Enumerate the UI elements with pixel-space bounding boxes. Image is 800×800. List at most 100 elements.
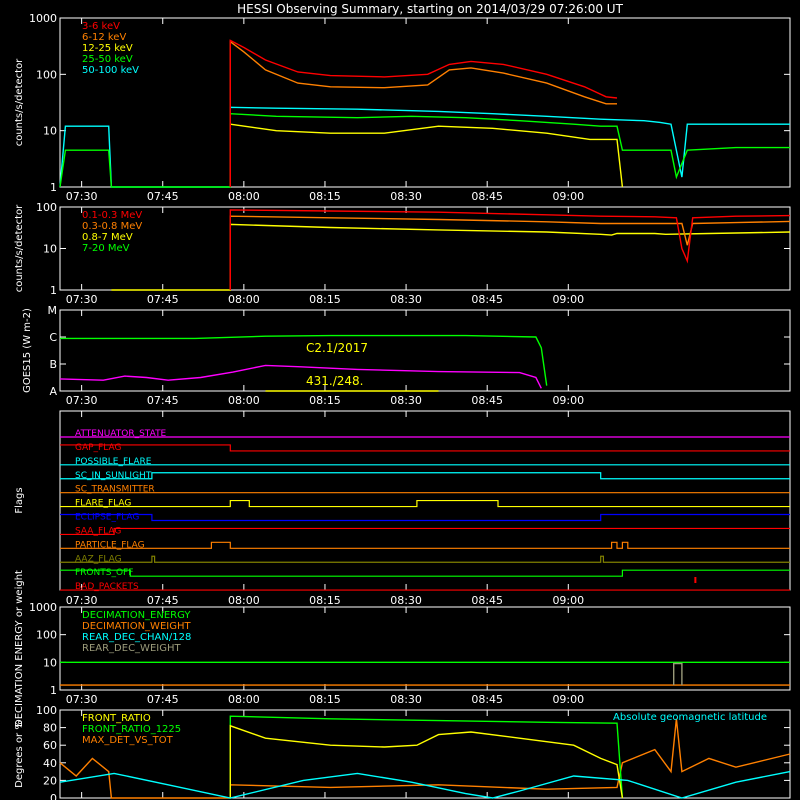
- y-tick-label: 80: [43, 722, 57, 735]
- legend-7-20-mev: 7-20 MeV: [82, 243, 130, 254]
- legend-max-det-vs-tot: MAX_DET_VS_TOT: [82, 735, 174, 746]
- panel-flags: 07:30 07:45 08:00 08:15 08:30 08:45 09:00 Flags…: [14, 410, 791, 607]
- x-tick-label: 09:00: [552, 594, 584, 607]
- panel-dec: 07:30 07:45 08:00 08:15 08:30 08:45 09:00 DECIM…: [14, 570, 791, 727]
- flag-label-bad-packets: BAD_PACKETS: [75, 582, 139, 592]
- x-tick-label: 08:00: [228, 394, 260, 407]
- series-25-50-kev: [59, 112, 790, 188]
- y-axis-label: GOES15 (W m-2): [22, 308, 33, 393]
- flag-label-fronts-off: FRONTS_OFF: [75, 568, 133, 578]
- x-tick-label: 07:30: [66, 594, 98, 607]
- flag-label-saa-flag: SAA_FLAG: [75, 526, 121, 536]
- flag-label-sc-transmitter: SC_TRANSMITTER: [75, 485, 155, 495]
- x-tick-label: 08:15: [309, 594, 341, 607]
- legend-6-12-kev: 6-12 keV: [82, 32, 126, 43]
- legend-rear-dec-weight: REAR_DEC_WEIGHT: [82, 643, 181, 654]
- x-tick-label: 08:30: [390, 594, 422, 607]
- panel-lc: 07:30 07:45 08:00 08:15 08:30 08:45 09:00 count…: [14, 12, 791, 203]
- y-tick-label: 60: [43, 739, 57, 752]
- y-axis-label: Degrees or %: [14, 720, 25, 788]
- flag-label-gap-flag: GAP_FLAG: [75, 443, 121, 453]
- x-tick-label: 08:45: [471, 293, 503, 306]
- flag-label-particle-flag: PARTICLE_FLAG: [75, 540, 145, 550]
- series-6-12-kev: [229, 40, 617, 187]
- x-tick-label: 08:00: [228, 594, 260, 607]
- x-tick-label: 08:15: [309, 190, 341, 203]
- x-tick-label: 07:30: [66, 293, 98, 306]
- panel-ratio: Degrees or % 0 20 40 60 80 100 FRONT_RATIOFRONT…: [14, 704, 791, 800]
- y-axis-label: Flags: [14, 487, 25, 513]
- x-tick-label: 09:00: [552, 293, 584, 306]
- y-tick-label: 1: [50, 284, 57, 297]
- flag-label-attenuator-state: ATTENUATOR_STATE: [75, 429, 167, 439]
- y-tick-label: 100: [36, 704, 57, 717]
- y-tick-label: 10: [43, 125, 57, 138]
- panel-frame: [59, 606, 791, 691]
- panels: 07:30 07:45 08:00 08:15 08:30 08:45 09:00 count…: [14, 12, 791, 800]
- flag-label-flare-flag: FLARE_FLAG: [75, 499, 131, 509]
- x-tick-label: 07:30: [66, 190, 98, 203]
- x-tick-label: 08:45: [471, 190, 503, 203]
- legend-decimation-weight: DECIMATION_WEIGHT: [82, 621, 191, 632]
- series-0-1-0-3-mev: [229, 209, 791, 290]
- y-axis-label: counts/s/detector: [14, 204, 25, 292]
- panel-frame: [59, 17, 791, 188]
- x-tick-label: 08:15: [309, 293, 341, 306]
- goes-annotation: 431./248.: [306, 374, 363, 388]
- legend-50-100-kev: 50-100 keV: [82, 65, 139, 76]
- x-tick-label: 07:30: [66, 394, 98, 407]
- legend-25-50-kev: 25-50 keV: [82, 54, 133, 65]
- y-tick-label: 100: [36, 201, 57, 214]
- series-12-25-kev: [229, 123, 624, 188]
- flag-line-fronts-off: [60, 569, 790, 577]
- y-axis-label: counts/s/detector: [14, 58, 25, 146]
- flag-line-sc-in-sunlight: [60, 472, 790, 480]
- x-tick-label: 07:45: [147, 693, 179, 706]
- y-tick-label: 0: [50, 792, 57, 800]
- flag-line-gap-flag: [60, 444, 790, 452]
- y-tick-label: 100: [36, 68, 57, 81]
- x-tick-label: 09:00: [552, 693, 584, 706]
- x-tick-label: 08:30: [390, 293, 422, 306]
- legend-absolute-geomagnetic-latitude: Absolute geomagnetic latitude: [613, 712, 767, 723]
- x-tick-label: 08:30: [390, 394, 422, 407]
- series-3-6-kev: [229, 39, 618, 187]
- y-tick-label: 1000: [29, 12, 57, 25]
- y-tick-label: 40: [43, 757, 57, 770]
- legend-decimation-energy: DECIMATION_ENERGY: [82, 610, 191, 621]
- y-tick-label: 1: [50, 181, 57, 194]
- x-tick-label: 07:45: [147, 293, 179, 306]
- series-short: [59, 364, 542, 389]
- flag-line-eclipse-flag: [60, 513, 790, 522]
- x-tick-label: 07:30: [66, 693, 98, 706]
- x-tick-label: 08:00: [228, 293, 260, 306]
- y-tick-label: C: [49, 331, 57, 344]
- panel-goes: 07:30 07:45 08:00 08:15 08:30 08:45 09:00 GOES1…: [22, 304, 791, 407]
- flag-line-particle-flag: [60, 541, 790, 549]
- y-tick-label: 10: [43, 243, 57, 256]
- x-tick-label: 08:30: [390, 190, 422, 203]
- y-tick-label: 1: [50, 684, 57, 697]
- y-tick-label: 10: [43, 656, 57, 669]
- legend-0-3-0-8-mev: 0.3-0.8 MeV: [82, 221, 142, 232]
- legend-rear-dec-chan-128: REAR_DEC_CHAN/128: [82, 632, 191, 643]
- flag-line-flare-flag: [60, 499, 790, 508]
- series-max-det-vs-tot: [59, 718, 791, 799]
- y-tick-label: 1000: [29, 601, 57, 614]
- y-tick-label: 100: [36, 629, 57, 642]
- goes-annotation: C2.1/2017: [306, 341, 368, 355]
- x-tick-label: 07:45: [147, 394, 179, 407]
- y-axis-label: DECIMATION ENERGY or weight: [14, 570, 25, 727]
- legend-3-6-kev: 3-6 keV: [82, 21, 120, 32]
- x-tick-label: 08:45: [471, 594, 503, 607]
- y-tick-label: A: [49, 385, 57, 398]
- flag-label-eclipse-flag: ECLIPSE_FLAG: [75, 513, 139, 523]
- x-tick-label: 08:45: [471, 394, 503, 407]
- flag-line-aaz-flag: [60, 555, 790, 563]
- series-front-ratio: [229, 724, 624, 799]
- x-tick-label: 07:45: [147, 594, 179, 607]
- y-tick-label: M: [48, 304, 58, 317]
- series-long: [60, 334, 548, 386]
- x-tick-label: 08:30: [390, 693, 422, 706]
